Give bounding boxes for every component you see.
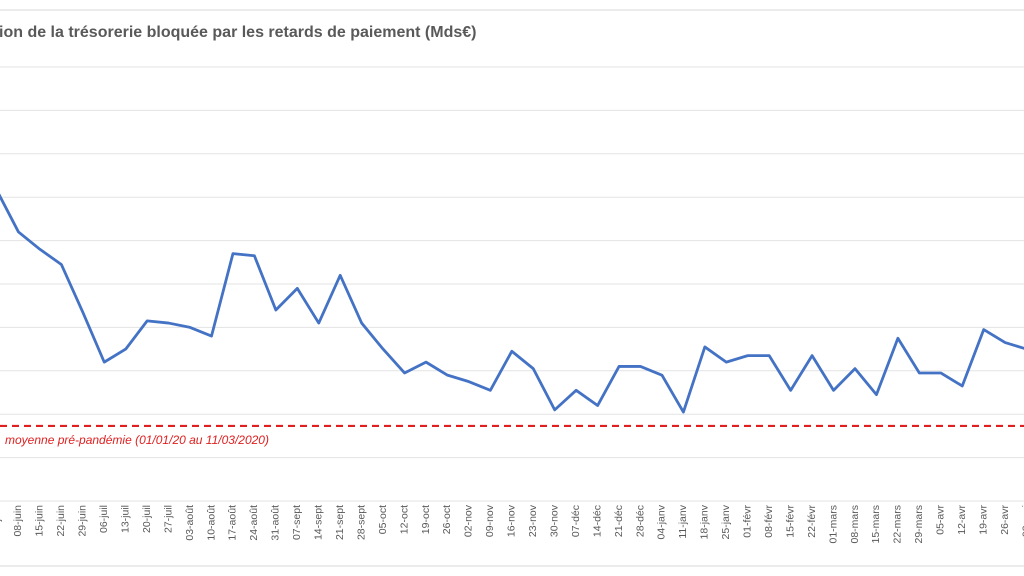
x-tick-label: 17-août [227,505,239,541]
x-tick-label: 26-oct [441,505,453,534]
x-tick-label: 21-sept [334,505,346,540]
x-tick-label: 11-janv [677,504,689,538]
x-tick-label: 22-mars [892,505,904,544]
x-tick-label: 28-déc [634,505,646,537]
x-tick-label: 07-déc [570,505,582,537]
x-tick-label: 27-juil [162,505,174,533]
x-tick-label: 15-mars [870,505,882,544]
x-tick-label: 01-juin [0,505,3,537]
x-tick-label: 06-juil [98,505,110,533]
x-tick-label: 12-oct [398,505,410,534]
x-tick-label: 04-janv [656,504,668,539]
x-tick-label: 15-juin [34,505,46,537]
x-tick-label: 05-oct [377,505,389,534]
x-tick-label: 02-nov [463,504,475,537]
x-tick-label: 14-sept [313,505,325,540]
x-tick-label: 29-mars [913,505,925,544]
x-tick-label: 05-avr [935,505,947,535]
x-tick-label: 16-nov [506,504,518,537]
x-tick-label: 26-avr [999,505,1011,535]
x-tick-label: 19-oct [420,505,432,534]
x-tick-label: 08-mars [849,505,861,544]
x-tick-label: 01-mars [827,505,839,544]
x-tick-label: 03-mai [1020,505,1024,537]
chart-title: ion de la trésorerie bloquée par les ret… [0,24,476,41]
x-tick-label: 20-juil [141,505,153,533]
x-tick-label: 23-nov [527,504,539,537]
x-tick-label: 01-févr [742,505,754,538]
x-tick-label: 10-août [205,505,217,541]
x-tick-label: 08-févr [763,505,775,538]
x-tick-label: 03-août [184,505,196,541]
x-tick-label: 19-avr [977,505,989,535]
x-tick-label: 07-sept [291,505,303,540]
x-tick-label: 24-août [248,505,260,541]
x-tick-label: 31-août [270,505,282,541]
x-tick-label: 21-déc [613,505,625,537]
data-line [0,193,1024,414]
reference-label: moyenne pré-pandémie (01/01/20 au 11/03/… [5,433,269,447]
x-tick-label: 13-juil [119,505,131,533]
x-tick-label: 12-avr [956,505,968,535]
x-tick-label: 08-juin [12,505,24,537]
x-tick-label: 22-juin [55,505,67,537]
x-tick-label: 18-janv [699,504,711,539]
x-tick-label: 22-févr [806,505,818,538]
x-tick-label: 28-sept [355,505,367,540]
x-tick-label: 25-janv [720,504,732,539]
x-tick-label: 29-juin [77,505,89,537]
x-tick-label: 30-nov [548,504,560,537]
x-tick-label: 09-nov [484,504,496,537]
x-tick-label: 14-déc [591,505,603,537]
x-tick-label: 15-févr [784,505,796,538]
